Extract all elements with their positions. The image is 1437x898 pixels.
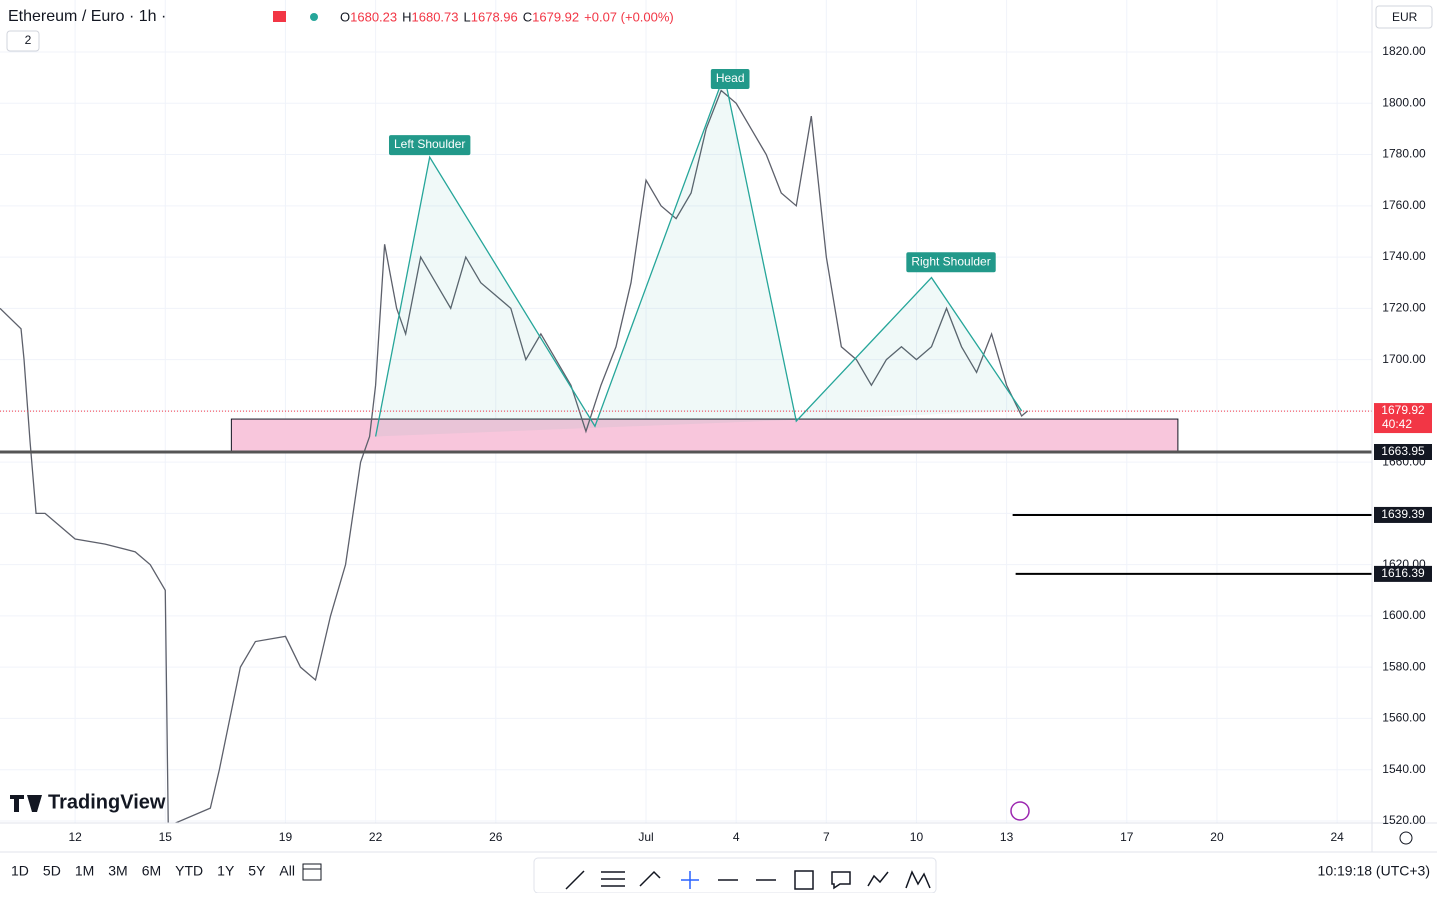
level-label: 1616.39	[1381, 566, 1425, 580]
drawing-tools[interactable]	[565, 870, 931, 890]
ohlc-key: H	[402, 9, 411, 24]
level-label: 1639.39	[1381, 507, 1425, 521]
x-tick-label: Jul	[638, 830, 653, 844]
calendar-icon[interactable]	[302, 863, 322, 881]
countdown: 40:42	[1382, 417, 1412, 431]
event-icon[interactable]	[1010, 801, 1030, 821]
support-zone[interactable]	[230, 418, 1179, 453]
level-badge	[1374, 443, 1432, 460]
x-tick-label: 10	[910, 830, 924, 844]
y-tick-label: 1760.00	[1382, 198, 1426, 212]
y-tick-label: 1520.00	[1382, 813, 1426, 827]
ohlc-value: 1680.23	[350, 9, 397, 24]
currency: EUR	[1392, 10, 1418, 24]
x-tick-label: 12	[68, 830, 82, 844]
range-button[interactable]: 6M	[142, 863, 161, 879]
y-tick-label: 1560.00	[1382, 711, 1426, 725]
x-tick-label: 17	[1120, 830, 1134, 844]
range-button[interactable]: 5Y	[248, 863, 266, 879]
last-price-label: 1679.92	[1381, 403, 1425, 417]
clock: 10:19:18 (UTC+3)	[1318, 863, 1430, 879]
ohlc-key: L	[464, 9, 471, 24]
range-button[interactable]: 1D	[11, 863, 29, 879]
range-button[interactable]: 1M	[75, 863, 94, 879]
y-tick-label: 1720.00	[1382, 301, 1426, 315]
x-tick-label: 7	[823, 830, 830, 844]
pattern-label-box[interactable]	[388, 135, 471, 156]
pattern-label-box[interactable]	[906, 252, 996, 273]
pattern-label: Right Shoulder	[911, 254, 990, 268]
level-badge	[1374, 565, 1432, 582]
x-tick-label: 24	[1330, 830, 1344, 844]
pattern-label: Head	[716, 71, 745, 85]
ohlc-key: C	[523, 9, 532, 24]
ohlc-change: +0.07 (+0.00%)	[584, 9, 674, 24]
status	[310, 13, 318, 21]
settings-icon[interactable]	[1399, 831, 1413, 845]
ohlc-value: 1680.73	[412, 9, 459, 24]
price-line	[0, 89, 1029, 823]
y-tick-label: 1740.00	[1382, 249, 1426, 263]
symbol[interactable]: Ethereum / Euro · 1h ·	[8, 8, 166, 25]
y-tick-label: 1780.00	[1382, 147, 1426, 161]
indicator-count: 2	[25, 33, 32, 47]
level-label: 1663.95	[1381, 444, 1425, 458]
range-button[interactable]: All	[279, 863, 295, 879]
range-button[interactable]: YTD	[175, 863, 203, 879]
drawing-toolbar	[533, 857, 937, 894]
y-tick-label: 1820.00	[1382, 44, 1426, 58]
pattern-label-box[interactable]	[710, 68, 750, 89]
currency-select[interactable]	[1375, 5, 1433, 29]
pattern-label: Left Shoulder	[394, 137, 465, 151]
y-tick-label: 1540.00	[1382, 762, 1426, 776]
pattern-fill	[375, 75, 1022, 437]
x-tick-label: 15	[159, 830, 173, 844]
y-tick-label: 1800.00	[1382, 95, 1426, 109]
ohlc-value: 1679.92	[532, 9, 579, 24]
brand: TradingView	[48, 791, 166, 813]
brand-logo	[10, 795, 42, 812]
range-button[interactable]: 3M	[108, 863, 127, 879]
y-tick-label: 1580.00	[1382, 659, 1426, 673]
x-tick-label: 4	[733, 830, 740, 844]
y-tick-label: 1700.00	[1382, 352, 1426, 366]
x-tick-label: 22	[369, 830, 383, 844]
x-tick-label: 13	[1000, 830, 1014, 844]
range-button[interactable]: 5D	[43, 863, 61, 879]
flag[interactable]	[273, 11, 286, 22]
ohlc-value: 1678.96	[471, 9, 518, 24]
x-tick-label: 26	[489, 830, 503, 844]
y-tick-label: 1600.00	[1382, 608, 1426, 622]
x-tick-label: 19	[279, 830, 293, 844]
ohlc-key: O	[340, 9, 350, 24]
x-tick-label: 20	[1210, 830, 1224, 844]
indicator-toggle[interactable]	[6, 30, 40, 52]
level-badge	[1374, 506, 1432, 523]
range-button[interactable]: 1Y	[217, 863, 235, 879]
last-price-badge	[1374, 403, 1432, 434]
